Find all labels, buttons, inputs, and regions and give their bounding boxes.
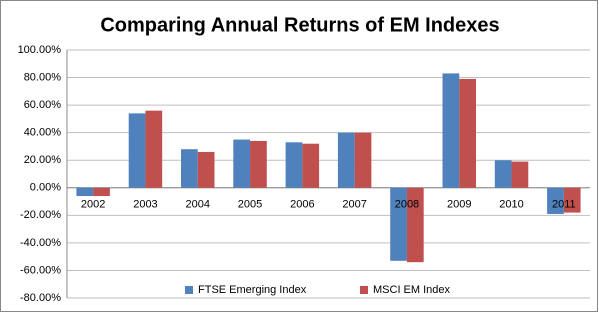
legend-swatch <box>360 286 368 294</box>
x-tick-label: 2006 <box>290 199 314 211</box>
bar <box>406 187 424 263</box>
bar <box>337 132 355 188</box>
x-tick-label: 2007 <box>342 199 366 211</box>
bar <box>285 142 303 188</box>
chart-title: Comparing Annual Returns of EM Indexes <box>100 14 499 36</box>
y-tick-label: 40.00% <box>24 127 62 139</box>
bar <box>233 139 251 188</box>
y-tick-label: -40.00% <box>20 237 61 249</box>
x-tick-label: 2009 <box>447 199 471 211</box>
y-tick-label: 100.00% <box>18 44 62 56</box>
legend-swatch <box>185 286 193 294</box>
legend-label: FTSE Emerging Index <box>198 284 307 296</box>
bar <box>93 187 110 197</box>
bar <box>302 143 320 188</box>
y-tick-label: -80.00% <box>20 292 61 304</box>
x-tick-label: 2008 <box>395 199 419 211</box>
x-tick-label: 2004 <box>186 199 210 211</box>
bar <box>563 187 581 213</box>
bar <box>128 113 146 188</box>
bar <box>181 149 198 188</box>
bar <box>76 187 94 197</box>
bar <box>511 161 529 188</box>
y-tick-label: 0.00% <box>30 182 61 194</box>
x-tick-label: 2010 <box>499 199 523 211</box>
x-tick-label: 2005 <box>238 199 262 211</box>
bar <box>459 78 476 188</box>
bar <box>250 140 267 188</box>
x-tick-label: 2002 <box>81 199 105 211</box>
bar <box>442 73 460 188</box>
y-tick-label: 20.00% <box>24 154 62 166</box>
x-tick-label: 2011 <box>552 199 576 211</box>
y-tick-label: -20.00% <box>20 209 61 221</box>
bar <box>197 151 215 188</box>
bar <box>390 187 407 261</box>
y-tick-label: 80.00% <box>24 71 62 83</box>
legend-label: MSCI EM Index <box>373 284 451 296</box>
bar <box>354 132 372 188</box>
x-tick-label: 2003 <box>133 199 157 211</box>
bar <box>547 187 564 214</box>
bar <box>145 110 163 188</box>
y-tick-label: -60.00% <box>20 264 61 276</box>
bar <box>494 160 512 188</box>
y-tick-label: 60.00% <box>24 99 62 111</box>
